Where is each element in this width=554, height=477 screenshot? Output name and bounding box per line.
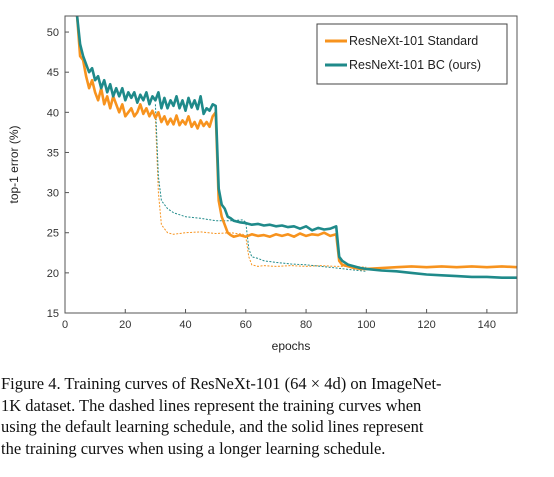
legend-label: ResNeXt-101 BC (ours)	[349, 58, 481, 72]
series-layer	[75, 16, 517, 280]
x-tick-label: 100	[357, 319, 375, 331]
series-line	[75, 16, 517, 280]
axes-layer: 0 20 40 60 80 100 120 140 15 20 25 30 35 40 45 50	[47, 15, 518, 331]
legend-box	[316, 23, 508, 85]
y-tick-label: 25	[47, 228, 59, 240]
x-tick-label: 0	[62, 319, 68, 331]
y-tick-label: 50	[47, 27, 59, 39]
plot-frame	[64, 15, 518, 314]
caption-line: using the default learning schedule, and…	[1, 417, 424, 436]
caption-line: the training curves when using a longer …	[1, 438, 386, 458]
y-tick-label: 45	[47, 67, 59, 79]
caption-line: 1K dataset. The dashed lines represent t…	[1, 395, 422, 415]
legend-label: ResNeXt-101 Standard	[349, 34, 478, 48]
training-curves-chart: 0 20 40 60 80 100 120 140 15 20 25 30 35 40 45 50 epoch…	[7, 15, 518, 353]
dashed-series-line	[154, 117, 367, 268]
caption-line: Figure 4. Training curves of ResNeXt-101…	[1, 374, 442, 393]
x-tick-label: 140	[478, 319, 496, 331]
y-tick-label: 35	[47, 147, 59, 159]
x-axis-label: epochs	[272, 339, 311, 353]
y-tick-label: 20	[47, 268, 59, 280]
series-line	[75, 16, 517, 271]
figure-caption: Figure 4. Training curves of ResNeXt-101…	[1, 373, 549, 459]
x-tick-label: 120	[417, 319, 435, 331]
x-tick-label: 40	[179, 319, 191, 331]
y-tick-label: 15	[47, 308, 59, 320]
x-tick-label: 80	[300, 319, 312, 331]
x-tick-label: 60	[240, 319, 252, 331]
y-axis-label: top-1 error (%)	[7, 125, 21, 203]
y-tick-label: 40	[47, 107, 59, 119]
x-tick-label: 20	[119, 319, 131, 331]
y-tick-label: 30	[47, 188, 59, 200]
legend: ResNeXt-101 Standard ResNeXt-101 BC (ours…	[316, 23, 508, 85]
